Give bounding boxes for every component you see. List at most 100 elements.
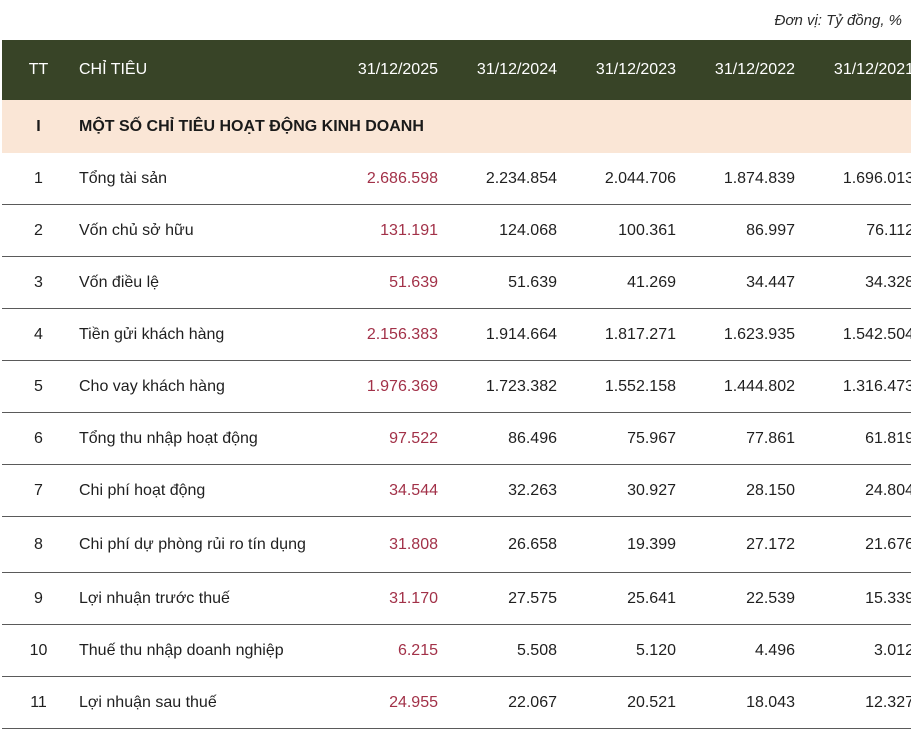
table-row: 1 Tổng tài sản 2.686.598 2.234.854 2.044.706… bbox=[2, 153, 911, 205]
value-cell: 3.012 bbox=[801, 624, 911, 677]
value-cell: 1.723.382 bbox=[444, 360, 563, 413]
value-cell: 61.819 bbox=[801, 412, 911, 465]
header-year-2022: 31/12/2022 bbox=[682, 40, 801, 100]
value-cell: 1.316.473 bbox=[801, 360, 911, 413]
section-row: I MỘT SỐ CHỈ TIÊU HOẠT ĐỘNG KINH DOANH bbox=[2, 100, 911, 153]
value-cell: 20.521 bbox=[563, 676, 682, 729]
value-cell: 75.967 bbox=[563, 412, 682, 465]
value-cell: 21.676 bbox=[801, 516, 911, 573]
value-cell: 15.339 bbox=[801, 572, 911, 625]
row-number: 5 bbox=[2, 360, 75, 413]
row-number: 11 bbox=[2, 676, 75, 729]
table-row: 11 Lợi nhuận sau thuế 24.955 22.067 20.521 18… bbox=[2, 676, 911, 729]
row-number: 2 bbox=[2, 204, 75, 257]
value-cell: 31.170 bbox=[325, 572, 444, 625]
indicator-name: Tiền gửi khách hàng bbox=[75, 308, 325, 361]
value-cell: 131.191 bbox=[325, 204, 444, 257]
row-number: 9 bbox=[2, 572, 75, 625]
value-cell: 86.496 bbox=[444, 412, 563, 465]
table-row: 3 Vốn điều lệ 51.639 51.639 41.269 34.447 34.3… bbox=[2, 256, 911, 309]
value-cell: 41.269 bbox=[563, 256, 682, 309]
value-cell: 34.328 bbox=[801, 256, 911, 309]
row-number: 1 bbox=[2, 153, 75, 205]
value-cell: 28.150 bbox=[682, 464, 801, 517]
header-tt: TT bbox=[2, 40, 75, 100]
table-row: 9 Lợi nhuận trước thuế 31.170 27.575 25.641 2… bbox=[2, 572, 911, 625]
section-title: MỘT SỐ CHỈ TIÊU HOẠT ĐỘNG KINH DOANH bbox=[75, 100, 911, 153]
value-cell: 26.658 bbox=[444, 516, 563, 573]
table-row: 10 Thuế thu nhập doanh nghiệp 6.215 5.508 5.… bbox=[2, 624, 911, 677]
value-cell: 1.817.271 bbox=[563, 308, 682, 361]
value-cell: 1.976.369 bbox=[325, 360, 444, 413]
indicator-name: Chi phí dự phòng rủi ro tín dụng bbox=[75, 516, 325, 573]
value-cell: 1.552.158 bbox=[563, 360, 682, 413]
value-cell: 1.696.013 bbox=[801, 153, 911, 205]
table-row: 5 Cho vay khách hàng 1.976.369 1.723.382 1.5… bbox=[2, 360, 911, 413]
indicator-name: Tổng thu nhập hoạt động bbox=[75, 412, 325, 465]
value-cell: 86.997 bbox=[682, 204, 801, 257]
value-cell: 18.043 bbox=[682, 676, 801, 729]
value-cell: 22.539 bbox=[682, 572, 801, 625]
value-cell: 2.156.383 bbox=[325, 308, 444, 361]
indicator-name: Lợi nhuận trước thuế bbox=[75, 572, 325, 625]
value-cell: 31.808 bbox=[325, 516, 444, 573]
value-cell: 22.067 bbox=[444, 676, 563, 729]
value-cell: 76.112 bbox=[801, 204, 911, 257]
header-year-2023: 31/12/2023 bbox=[563, 40, 682, 100]
table-row: 6 Tổng thu nhập hoạt động 97.522 86.496 75.9… bbox=[2, 412, 911, 465]
row-number: 8 bbox=[2, 516, 75, 573]
value-cell: 77.861 bbox=[682, 412, 801, 465]
value-cell: 2.686.598 bbox=[325, 153, 444, 205]
value-cell: 30.927 bbox=[563, 464, 682, 517]
header-indicator: CHỈ TIÊU bbox=[75, 40, 325, 100]
value-cell: 100.361 bbox=[563, 204, 682, 257]
value-cell: 6.215 bbox=[325, 624, 444, 677]
section-number: I bbox=[2, 100, 75, 153]
table-row: 8 Chi phí dự phòng rủi ro tín dụng 31.808 2… bbox=[2, 516, 911, 573]
row-number: 7 bbox=[2, 464, 75, 517]
indicator-name: Cho vay khách hàng bbox=[75, 360, 325, 413]
value-cell: 24.804 bbox=[801, 464, 911, 517]
value-cell: 24.955 bbox=[325, 676, 444, 729]
table-row: 7 Chi phí hoạt động 34.544 32.263 30.927 28.1… bbox=[2, 464, 911, 517]
value-cell: 97.522 bbox=[325, 412, 444, 465]
header-year-2021: 31/12/2021 bbox=[801, 40, 911, 100]
value-cell: 2.234.854 bbox=[444, 153, 563, 205]
table-row: 2 Vốn chủ sở hữu 131.191 124.068 100.361 86.9… bbox=[2, 204, 911, 257]
value-cell: 1.623.935 bbox=[682, 308, 801, 361]
row-number: 10 bbox=[2, 624, 75, 677]
indicator-name: Thuế thu nhập doanh nghiệp bbox=[75, 624, 325, 677]
row-number: 3 bbox=[2, 256, 75, 309]
table-row: 4 Tiền gửi khách hàng 2.156.383 1.914.664 1.… bbox=[2, 308, 911, 361]
row-number: 4 bbox=[2, 308, 75, 361]
value-cell: 19.399 bbox=[563, 516, 682, 573]
table-header-row: TT CHỈ TIÊU 31/12/2025 31/12/2024 31/12/… bbox=[2, 40, 911, 100]
value-cell: 1.444.802 bbox=[682, 360, 801, 413]
value-cell: 1.542.504 bbox=[801, 308, 911, 361]
value-cell: 124.068 bbox=[444, 204, 563, 257]
financial-indicators-table: TT CHỈ TIÊU 31/12/2025 31/12/2024 31/12/… bbox=[2, 40, 911, 729]
value-cell: 2.044.706 bbox=[563, 153, 682, 205]
indicator-name: Lợi nhuận sau thuế bbox=[75, 676, 325, 729]
indicator-name: Vốn điều lệ bbox=[75, 256, 325, 309]
value-cell: 1.874.839 bbox=[682, 153, 801, 205]
row-number: 6 bbox=[2, 412, 75, 465]
value-cell: 51.639 bbox=[325, 256, 444, 309]
value-cell: 5.120 bbox=[563, 624, 682, 677]
value-cell: 27.575 bbox=[444, 572, 563, 625]
value-cell: 27.172 bbox=[682, 516, 801, 573]
unit-note: Đơn vị: Tỷ đồng, % bbox=[774, 12, 902, 29]
indicator-name: Vốn chủ sở hữu bbox=[75, 204, 325, 257]
value-cell: 12.327 bbox=[801, 676, 911, 729]
header-year-2024: 31/12/2024 bbox=[444, 40, 563, 100]
value-cell: 34.447 bbox=[682, 256, 801, 309]
indicator-name: Chi phí hoạt động bbox=[75, 464, 325, 517]
value-cell: 4.496 bbox=[682, 624, 801, 677]
value-cell: 34.544 bbox=[325, 464, 444, 517]
value-cell: 5.508 bbox=[444, 624, 563, 677]
value-cell: 25.641 bbox=[563, 572, 682, 625]
header-year-2025: 31/12/2025 bbox=[325, 40, 444, 100]
indicator-name: Tổng tài sản bbox=[75, 153, 325, 205]
value-cell: 1.914.664 bbox=[444, 308, 563, 361]
value-cell: 32.263 bbox=[444, 464, 563, 517]
